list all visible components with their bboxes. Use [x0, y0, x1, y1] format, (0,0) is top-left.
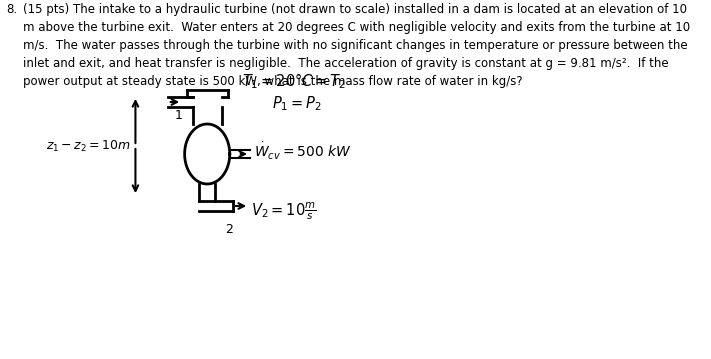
Text: 8.: 8. — [6, 3, 18, 16]
Text: 2: 2 — [225, 223, 233, 236]
Text: $z_1 - z_2 = 10m$: $z_1 - z_2 = 10m$ — [46, 139, 131, 154]
Text: 1: 1 — [175, 109, 183, 122]
Text: inlet and exit, and heat transfer is negligible.  The acceleration of gravity is: inlet and exit, and heat transfer is neg… — [23, 57, 668, 70]
Text: m/s.  The water passes through the turbine with no significant changes in temper: m/s. The water passes through the turbin… — [23, 39, 688, 52]
Text: $\dot{W}_{cv} = 500\ kW$: $\dot{W}_{cv} = 500\ kW$ — [254, 140, 351, 162]
Text: power output at steady state is 500 kW, what is the mass flow rate of water in k: power output at steady state is 500 kW, … — [23, 75, 522, 88]
Text: m above the turbine exit.  Water enters at 20 degrees C with negligible velocity: m above the turbine exit. Water enters a… — [23, 21, 690, 34]
Text: (15 pts) The intake to a hydraulic turbine (not drawn to scale) installed in a d: (15 pts) The intake to a hydraulic turbi… — [23, 3, 687, 16]
Text: $P_1 = P_2$: $P_1 = P_2$ — [272, 95, 322, 113]
Text: $V_2 = 10\frac{m}{s}$: $V_2 = 10\frac{m}{s}$ — [251, 200, 316, 222]
Text: $T_1 = 20°C = T_2$: $T_1 = 20°C = T_2$ — [242, 71, 346, 91]
